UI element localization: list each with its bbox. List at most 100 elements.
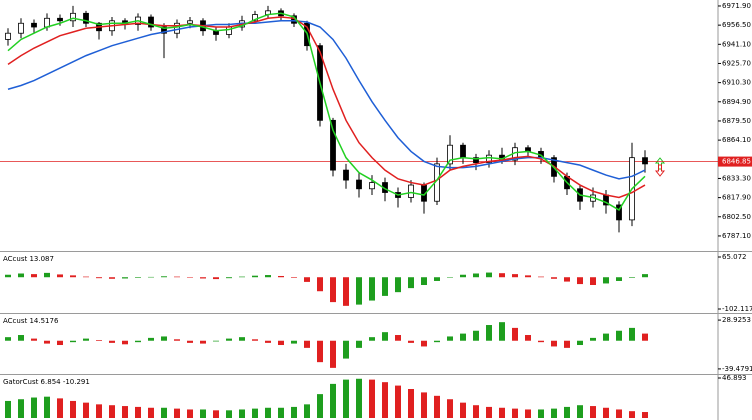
histogram-bar (629, 277, 635, 278)
histogram-bar (577, 340, 583, 346)
histogram-bar (512, 274, 518, 278)
y-tick-label: 6941.10 (722, 40, 751, 48)
histogram-bar (408, 388, 414, 418)
y-tick-label: 6833.30 (722, 174, 751, 182)
histogram-bar (213, 410, 219, 418)
moving-average (7, 12, 646, 211)
histogram-bar (252, 339, 258, 341)
candle-body (252, 14, 258, 22)
y-tick-label: 6956.50 (722, 21, 751, 29)
y-tick-label: 6817.90 (722, 194, 751, 202)
histogram-bar (317, 340, 323, 363)
histogram-bar (135, 277, 141, 278)
histogram-bar (304, 340, 310, 348)
histogram-bar (538, 409, 544, 418)
histogram-bar (278, 340, 284, 346)
histogram-bar (122, 406, 128, 418)
y-tick-label: 46.893 (722, 374, 747, 382)
histogram-bar (239, 337, 245, 341)
histogram-bar (109, 405, 115, 418)
candle-body (343, 169, 349, 181)
histogram-bar (356, 378, 362, 418)
histogram-bar (434, 277, 440, 281)
histogram-bar (421, 340, 427, 347)
histogram-bar (187, 409, 193, 418)
indicator-title: ACcust 14.5176 (3, 317, 59, 325)
histogram-bar (278, 407, 284, 418)
histogram-bar (239, 409, 245, 418)
candle-body (83, 12, 89, 24)
histogram-bar (616, 277, 622, 281)
histogram-bar (382, 277, 388, 296)
histogram-bar (31, 397, 37, 418)
histogram-bar (629, 327, 635, 341)
histogram-bar (278, 275, 284, 278)
y-tick-label: 28.9253 (722, 316, 751, 324)
candle-body (18, 22, 24, 34)
y-tick-label: -39.4791 (722, 365, 752, 373)
histogram-bar (382, 332, 388, 341)
histogram-bar (304, 404, 310, 418)
histogram-bar (265, 275, 271, 278)
histogram-bar (317, 394, 323, 418)
histogram-bar (200, 409, 206, 418)
y-tick-label: -102.117 (722, 305, 752, 313)
candle-body (616, 204, 622, 221)
candle-body (330, 119, 336, 171)
histogram-bar (603, 407, 609, 418)
candle-body (174, 22, 180, 34)
candle-body (226, 26, 232, 35)
histogram-bar (499, 273, 505, 278)
histogram-bar (447, 336, 453, 341)
histogram-bar (226, 277, 232, 279)
histogram-bar (83, 338, 89, 341)
candle-body (369, 182, 375, 190)
histogram-bar (538, 340, 544, 343)
histogram-bar (564, 406, 570, 418)
histogram-bar (161, 276, 167, 278)
histogram-bar (551, 277, 557, 279)
histogram-bar (83, 402, 89, 418)
y-tick-label: 6910.30 (722, 79, 751, 87)
histogram-bar (5, 274, 11, 278)
histogram-bar (499, 407, 505, 418)
histogram-bar (148, 337, 154, 341)
histogram-bar (343, 277, 349, 306)
histogram-bar (434, 395, 440, 418)
y-tick-label: 6802.50 (722, 213, 751, 221)
y-tick-label: 6971.90 (722, 2, 751, 10)
histogram-bar (239, 276, 245, 278)
moving-average (7, 20, 646, 180)
histogram-bar (473, 273, 479, 278)
histogram-bar (590, 277, 596, 286)
y-tick-label: 6894.90 (722, 98, 751, 106)
histogram-bar (395, 277, 401, 293)
histogram-bar (330, 383, 336, 418)
histogram-bar (421, 277, 427, 286)
histogram-bar (200, 277, 206, 279)
histogram-bar (5, 337, 11, 341)
candle-body (70, 12, 76, 22)
histogram-bar (395, 335, 401, 341)
histogram-bar (122, 277, 128, 279)
candle-body (31, 22, 37, 28)
y-tick-label: 65.072 (722, 253, 747, 261)
histogram-bar (70, 275, 76, 278)
histogram-bar (590, 406, 596, 418)
y-tick-label: 6879.50 (722, 117, 751, 125)
histogram-bar (408, 340, 414, 343)
histogram-bar (369, 277, 375, 301)
histogram-bar (96, 340, 102, 341)
histogram-bar (603, 277, 609, 284)
histogram-bar (460, 333, 466, 341)
histogram-bar (31, 338, 37, 341)
histogram-bar (343, 340, 349, 359)
histogram-bar (330, 277, 336, 303)
histogram-bar (174, 276, 180, 278)
histogram-bar (135, 406, 141, 418)
histogram-bar (551, 408, 557, 418)
histogram-bar (421, 392, 427, 418)
histogram-bar (200, 340, 206, 344)
histogram-bar (291, 277, 297, 278)
